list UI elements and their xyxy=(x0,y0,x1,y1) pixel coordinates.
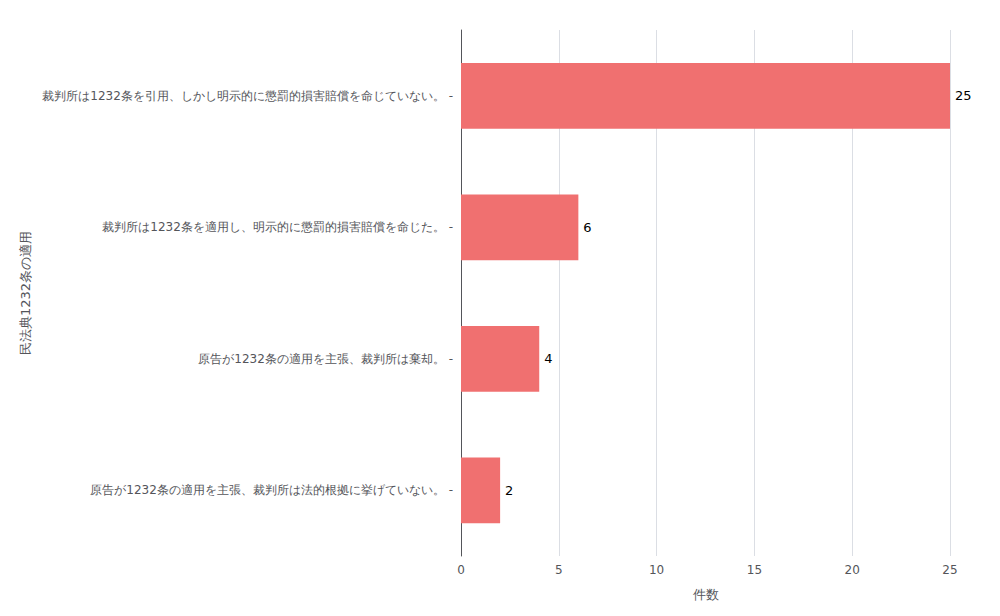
svg-text:原告が1232条の適用を主張、裁判所は法的根拠に挙げていない: 原告が1232条の適用を主張、裁判所は法的根拠に挙げていない。 - xyxy=(90,483,453,497)
svg-text:5: 5 xyxy=(555,563,563,577)
svg-text:2: 2 xyxy=(505,483,513,498)
svg-text:15: 15 xyxy=(747,563,762,577)
svg-text:10: 10 xyxy=(649,563,664,577)
svg-text:裁判所は1232条を引用、しかし明示的に懲罰的損害賠償を命じ: 裁判所は1232条を引用、しかし明示的に懲罰的損害賠償を命じていない。 - xyxy=(42,89,453,103)
svg-text:25: 25 xyxy=(942,563,957,577)
svg-text:民法典1232条の適用: 民法典1232条の適用 xyxy=(18,231,33,355)
svg-text:0: 0 xyxy=(457,563,465,577)
svg-text:20: 20 xyxy=(845,563,860,577)
svg-text:原告が1232条の適用を主張、裁判所は棄却。 -: 原告が1232条の適用を主張、裁判所は棄却。 - xyxy=(198,352,453,366)
svg-text:25: 25 xyxy=(955,88,972,103)
svg-text:件数: 件数 xyxy=(693,587,719,602)
svg-text:6: 6 xyxy=(583,220,591,235)
svg-text:4: 4 xyxy=(544,351,552,366)
svg-text:裁判所は1232条を適用し、明示的に懲罰的損害賠償を命じた。: 裁判所は1232条を適用し、明示的に懲罰的損害賠償を命じた。 - xyxy=(102,220,453,234)
